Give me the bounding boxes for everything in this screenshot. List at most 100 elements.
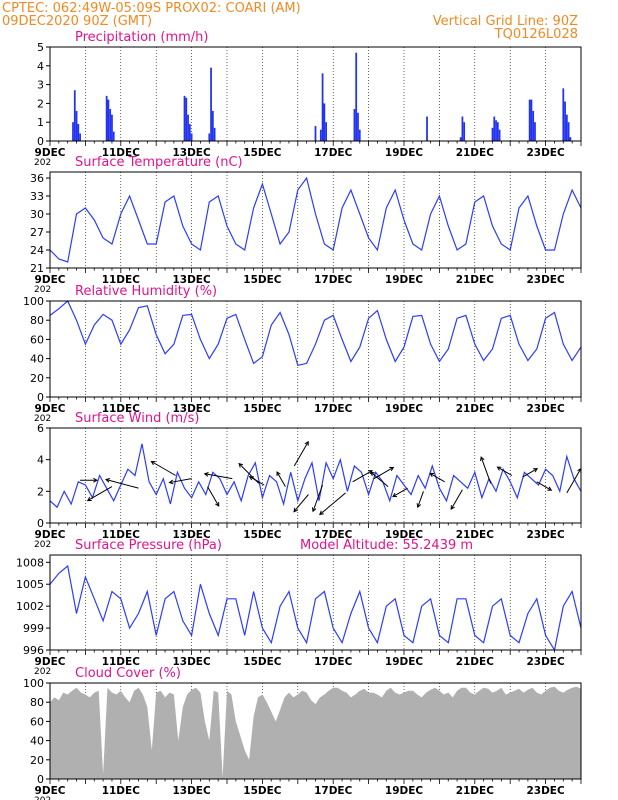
pressure-xtick-label: 21DEC (456, 656, 495, 668)
wind-vector-head (311, 507, 317, 513)
precip-bar (528, 99, 531, 141)
precip-xtick-label: 23DEC (526, 147, 565, 159)
rh-xtick-label: 15DEC (243, 403, 282, 415)
wind-vector (319, 492, 346, 515)
wind-xtick-label: 9DEC (35, 529, 66, 541)
cloud-panel: 0 20 40 60 80 100 9DEC 11DEC 13DEC 15DEC 17DEC 19DE… (23, 666, 582, 800)
rh-xtick-label: 21DEC (456, 403, 495, 415)
precip-ytick-label: 5 (37, 41, 44, 54)
wind-vector-head (389, 466, 395, 472)
precip-bar (314, 125, 317, 141)
pressure-xtick-label: 15DEC (243, 656, 282, 668)
temp-panel: 21 24 27 30 33 36 9DEC 11DEC 13DEC 15DEC 17DEC 19DE… (30, 155, 582, 295)
rh-xtick-label: 9DEC (35, 403, 66, 415)
cloud-title: Cloud Cover (%) (75, 666, 181, 681)
header-date: 09DEC2020 90Z (GMT) (2, 14, 153, 29)
wind-vector (497, 466, 513, 476)
wind-vector (293, 494, 309, 512)
temp-xtick-label: 23DEC (526, 274, 565, 286)
precip-bar (426, 116, 428, 141)
wind-vector (293, 441, 309, 467)
precip-bar (323, 103, 326, 141)
wind-xtick-label: 15DEC (243, 529, 282, 541)
wind-vector (522, 468, 538, 478)
precip-xtick-label: 17DEC (314, 147, 353, 159)
precip-bar (107, 99, 110, 141)
precip-bar (109, 109, 112, 141)
wind-vector-head (370, 471, 375, 477)
pressure-line (49, 564, 582, 652)
wind-vector (204, 473, 233, 480)
precip-bar (105, 95, 108, 141)
precip-xtick-label: 13DEC (172, 147, 211, 159)
wind-panel: 0 2 4 6 9DEC 11DEC 13DEC 15DEC 17DEC 19DEC 21DEC 23… (34, 411, 582, 550)
cloud-xtick-label: 19DEC (385, 785, 424, 797)
precip-bar (357, 112, 359, 141)
cloud-ytick-label: 40 (30, 735, 44, 748)
wind-xtick-label: 11DEC (102, 529, 141, 541)
precip-ytick-label: 3 (37, 79, 44, 92)
cloud-ytick-label: 80 (30, 696, 44, 709)
pressure-ytick-label: 999 (23, 622, 44, 635)
precip-bar (534, 122, 536, 141)
wind-year-label: 202 (34, 540, 51, 550)
wind-vector-head (168, 479, 174, 485)
header-station: CPTEC: 062:49W-05:09S PROX02: COARI (AM) (2, 1, 301, 16)
pressure-xtick-label: 13DEC (172, 656, 211, 668)
wind-vector (87, 486, 113, 502)
pressure-ytick-label: 996 (23, 644, 44, 657)
rh-line (49, 300, 582, 367)
precip-bar (353, 109, 356, 141)
temp-ytick-label: 27 (30, 226, 44, 239)
pressure-title: Surface Pressure (hPa) (75, 538, 222, 553)
pressure-year-label: 202 (34, 667, 51, 677)
rh-year-label: 202 (34, 414, 51, 424)
temp-xtick-label: 17DEC (314, 274, 353, 286)
precip-bar (73, 90, 76, 141)
precip-bar (319, 129, 322, 141)
wind-xtick-label: 13DEC (172, 529, 211, 541)
wind-vector-head (105, 478, 111, 483)
precip-bar (188, 124, 191, 141)
cloud-xtick-label: 11DEC (102, 785, 141, 797)
precip-bar (111, 114, 113, 141)
pressure-xtick-label: 9DEC (35, 656, 66, 668)
wind-vector-head (429, 472, 435, 478)
wind-vector-head (215, 501, 220, 507)
cloud-ytick-label: 0 (37, 773, 44, 786)
wind-vector-head (238, 462, 244, 468)
cloud-xtick-label: 9DEC (35, 785, 66, 797)
cloud-xtick-label: 15DEC (243, 785, 282, 797)
precip-bar (185, 97, 188, 141)
wind-vector (429, 473, 445, 483)
wind-vector (151, 461, 176, 476)
precip-bar (567, 122, 570, 141)
wind-vector-head (480, 456, 485, 462)
precip-ytick-label: 1 (37, 116, 44, 129)
precip-panel: 0 1 2 3 4 5 9DEC 11DEC 13DEC 15DEC 17DEC 19DEC 21DEC… (34, 30, 582, 168)
precip-bar (358, 129, 361, 141)
wind-ytick-label: 2 (37, 485, 44, 498)
temp-ytick-label: 33 (30, 190, 44, 203)
wind-vector (276, 471, 286, 487)
wind-xtick-label: 17DEC (314, 529, 353, 541)
precip-bar (325, 122, 328, 141)
precip-bar (459, 137, 462, 141)
rh-panel: 0 20 40 60 80 100 9DEC 11DEC 13DEC 15DEC 17DEC 19DE… (23, 284, 582, 424)
wind-vector-head (276, 471, 281, 477)
wind-vector-head (203, 472, 209, 477)
precip-bar (112, 131, 115, 141)
rh-xtick-label: 23DEC (526, 403, 565, 415)
rh-ytick-label: 0 (37, 391, 44, 404)
precip-bar (213, 127, 216, 141)
precip-bar (79, 133, 81, 141)
temp-ytick-label: 30 (30, 208, 44, 221)
wind-vector-head (533, 468, 539, 473)
precip-xtick-label: 11DEC (102, 147, 141, 159)
wind-vector-head (547, 486, 553, 491)
temp-title: Surface Temperature (nC) (75, 155, 243, 170)
wind-vector (169, 478, 192, 484)
wind-vector (392, 487, 408, 497)
pressure-xtick-label: 23DEC (526, 656, 565, 668)
precip-xtick-label: 15DEC (243, 147, 282, 159)
